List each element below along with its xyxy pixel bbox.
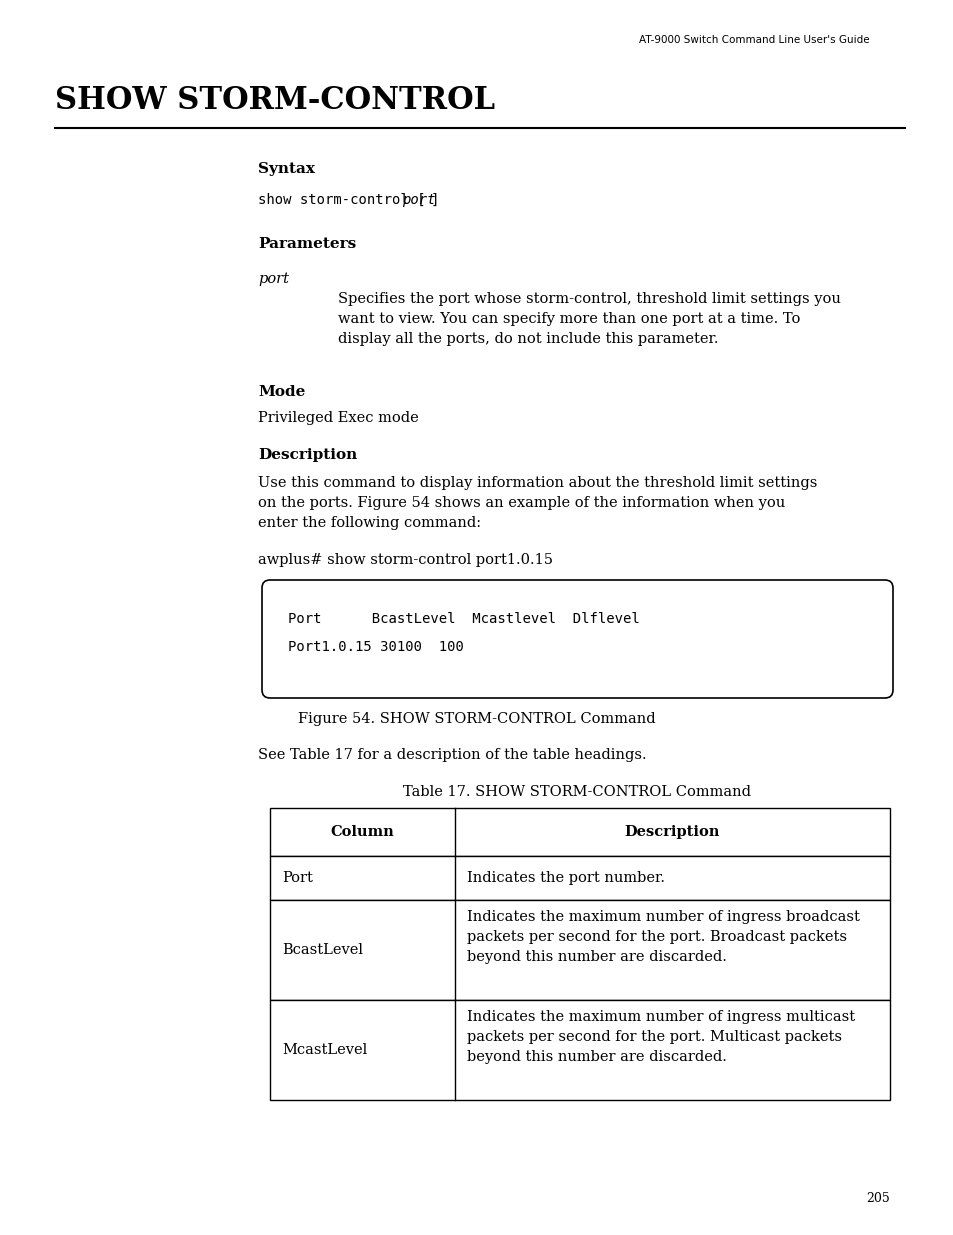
FancyBboxPatch shape	[262, 580, 892, 698]
Text: Column: Column	[331, 825, 394, 839]
Text: awplus# show storm-control port1.0.15: awplus# show storm-control port1.0.15	[257, 553, 553, 567]
Text: port: port	[257, 272, 289, 287]
Bar	[270, 900, 889, 1000]
Text: Use this command to display information about the threshold limit settings
on th: Use this command to display information …	[257, 475, 817, 530]
Text: See Table 17 for a description of the table headings.: See Table 17 for a description of the ta…	[257, 748, 646, 762]
Text: show storm-control [: show storm-control [	[257, 193, 425, 207]
Text: Port      BcastLevel  Mcastlevel  Dlflevel: Port BcastLevel Mcastlevel Dlflevel	[288, 613, 639, 626]
Text: AT-9000 Switch Command Line User's Guide: AT-9000 Switch Command Line User's Guide	[639, 35, 869, 44]
Text: McastLevel: McastLevel	[282, 1044, 367, 1057]
Text: ]: ]	[431, 193, 439, 207]
Text: Parameters: Parameters	[257, 237, 355, 251]
Text: Syntax: Syntax	[257, 162, 314, 177]
Text: Port: Port	[282, 871, 313, 885]
Text: Description: Description	[257, 448, 356, 462]
Bar	[270, 856, 889, 900]
Bar	[270, 808, 889, 856]
Text: Indicates the port number.: Indicates the port number.	[467, 871, 664, 885]
Text: port: port	[401, 193, 435, 207]
Text: Table 17. SHOW STORM-CONTROL Command: Table 17. SHOW STORM-CONTROL Command	[402, 785, 750, 799]
Text: Figure 54. SHOW STORM-CONTROL Command: Figure 54. SHOW STORM-CONTROL Command	[298, 713, 655, 726]
Text: Privileged Exec mode: Privileged Exec mode	[257, 411, 418, 425]
Text: 205: 205	[865, 1192, 889, 1205]
Bar	[270, 1000, 889, 1100]
Text: Indicates the maximum number of ingress broadcast
packets per second for the por: Indicates the maximum number of ingress …	[467, 910, 859, 965]
Text: BcastLevel: BcastLevel	[282, 944, 363, 957]
Text: Port1.0.15 30100  100: Port1.0.15 30100 100	[288, 640, 463, 655]
Text: Description: Description	[624, 825, 720, 839]
Text: Indicates the maximum number of ingress multicast
packets per second for the por: Indicates the maximum number of ingress …	[467, 1010, 854, 1065]
Text: Specifies the port whose storm-control, threshold limit settings you
want to vie: Specifies the port whose storm-control, …	[337, 291, 840, 346]
Text: Mode: Mode	[257, 385, 305, 399]
Text: SHOW STORM-CONTROL: SHOW STORM-CONTROL	[55, 85, 495, 116]
